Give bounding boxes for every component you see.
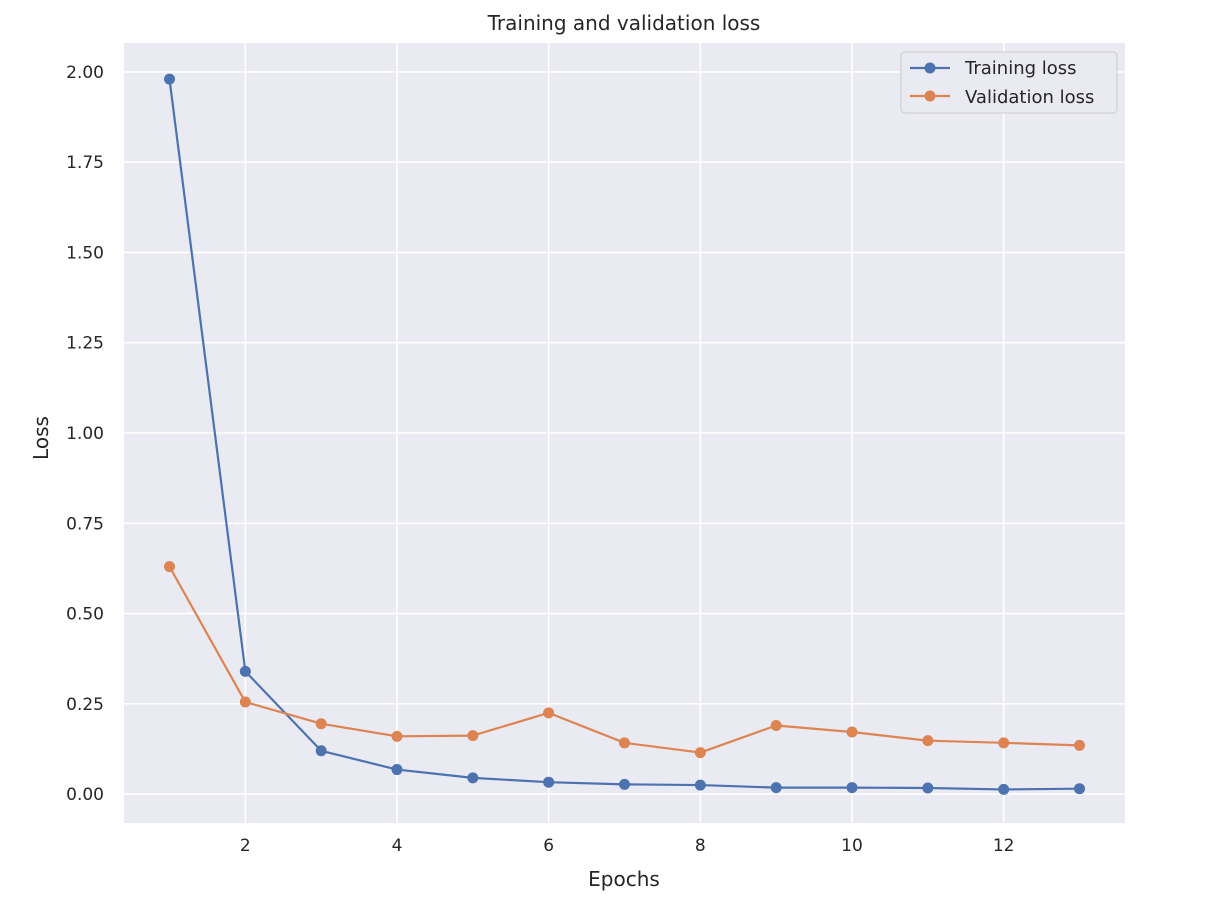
training-loss-point xyxy=(770,782,782,794)
y-axis-label: Loss xyxy=(29,416,53,460)
legend-validation-label: Validation loss xyxy=(965,87,1094,108)
x-tick-label: 4 xyxy=(392,836,403,856)
y-tick-label: 0.75 xyxy=(66,514,104,534)
validation-loss-point xyxy=(922,735,934,747)
validation-loss-point xyxy=(239,696,251,708)
chart-title: Training and validation loss xyxy=(487,11,761,35)
legend-validation-marker xyxy=(924,90,936,102)
training-loss-point xyxy=(1074,783,1085,795)
legend-training-marker xyxy=(924,62,936,74)
legend-box xyxy=(900,51,1118,114)
validation-loss-point xyxy=(770,720,782,731)
validation-loss-point xyxy=(694,747,706,759)
validation-loss-point xyxy=(164,561,175,573)
training-loss-point xyxy=(846,782,858,794)
tick-layer: 2 4 6 8 10 12 0.00 0.25 0.50 0.75 1.00 1.25 1.50 1.75… xyxy=(66,63,1014,856)
training-loss-point xyxy=(467,772,479,784)
x-axis-label: Epochs xyxy=(588,867,660,891)
training-loss-point xyxy=(694,779,706,791)
legend-training-label: Training loss xyxy=(964,58,1077,79)
training-loss-point xyxy=(619,778,630,790)
y-tick-label: 1.75 xyxy=(66,153,104,173)
x-tick-label: 12 xyxy=(993,836,1015,856)
training-loss-point xyxy=(543,776,555,788)
y-tick-label: 2.00 xyxy=(66,63,104,83)
x-tick-label: 2 xyxy=(240,836,251,856)
training-loss-point xyxy=(239,665,251,677)
grid-layer xyxy=(124,43,1125,823)
validation-loss-point xyxy=(543,707,555,719)
x-tick-label: 10 xyxy=(841,836,863,856)
training-loss-point xyxy=(922,782,934,794)
validation-loss-point xyxy=(619,737,630,749)
y-tick-label: 1.00 xyxy=(66,424,104,444)
training-loss-point xyxy=(391,764,403,776)
x-tick-label: 8 xyxy=(695,836,706,856)
y-tick-label: 1.25 xyxy=(66,334,104,354)
training-loss-point xyxy=(164,73,175,85)
validation-loss-point xyxy=(998,737,1010,749)
validation-loss-point xyxy=(1074,739,1085,751)
validation-loss-point xyxy=(846,726,858,738)
y-tick-label: 1.50 xyxy=(66,243,104,263)
y-tick-label: 0.25 xyxy=(66,695,104,715)
y-tick-label: 0.50 xyxy=(66,605,104,625)
training-loss-point xyxy=(315,745,327,757)
validation-loss-point xyxy=(467,730,479,742)
series-layer xyxy=(164,73,1085,795)
y-tick-label: 0.00 xyxy=(66,785,104,805)
validation-loss-point xyxy=(315,718,327,730)
x-tick-label: 6 xyxy=(543,836,554,856)
training-loss-point xyxy=(998,783,1010,795)
legend: Training loss Validation loss xyxy=(900,51,1118,114)
validation-loss-point xyxy=(391,730,403,742)
